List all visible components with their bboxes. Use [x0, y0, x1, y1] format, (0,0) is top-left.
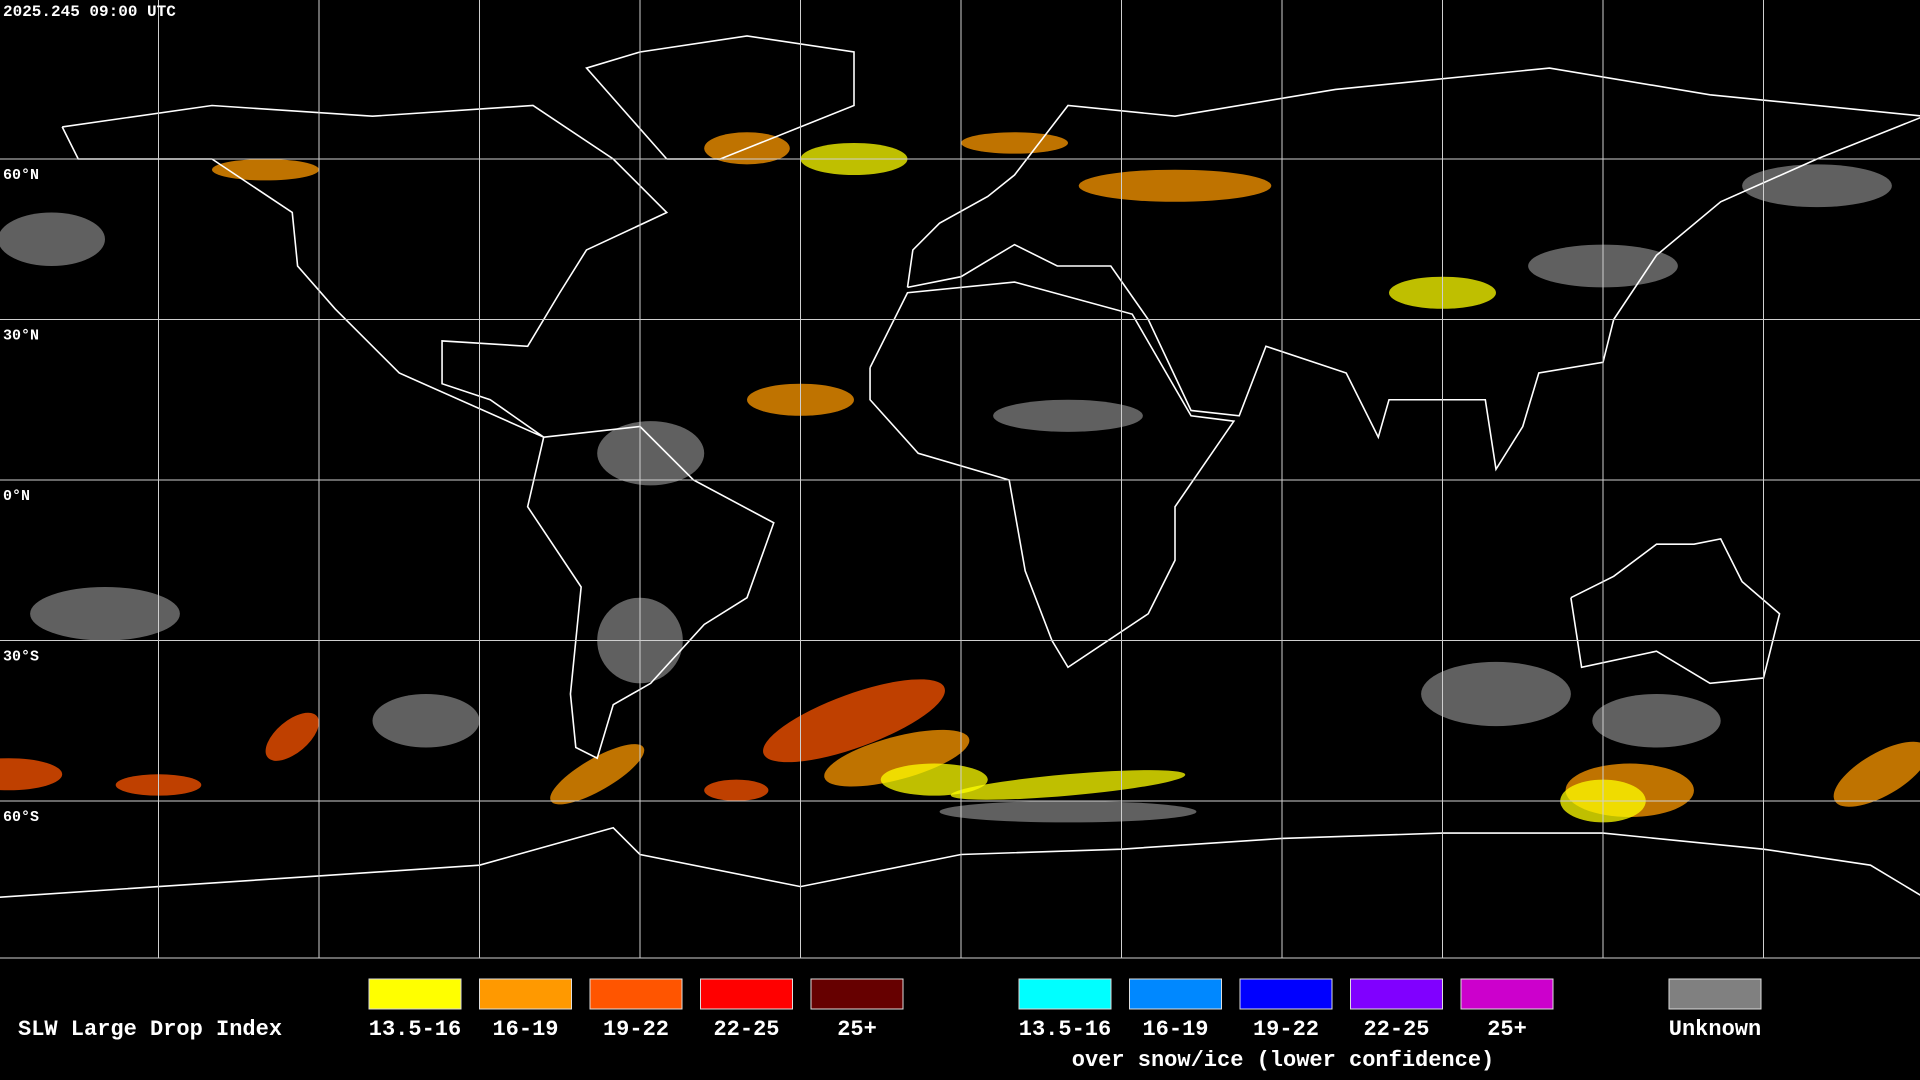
cloud-area	[1833, 741, 1920, 807]
latitude-label: 60°N	[3, 167, 39, 184]
cloud-area	[763, 679, 945, 763]
legend-swatch	[368, 978, 462, 1010]
latitude-label: 30°S	[3, 649, 39, 666]
cloud-area	[372, 694, 480, 748]
legend-label: 22-25	[713, 1017, 779, 1042]
legend-label: 13.5-16	[369, 1017, 461, 1042]
legend: SLW Large Drop Index over snow/ice (lowe…	[18, 978, 1762, 1073]
cloud-area	[1421, 661, 1571, 727]
cloud-area	[824, 729, 970, 787]
cloud-area	[1078, 169, 1272, 202]
latitude-label: 30°N	[3, 328, 39, 345]
cloud-area	[265, 712, 319, 761]
legend-label: 25+	[1487, 1017, 1527, 1042]
coastline	[1570, 537, 1781, 685]
cloud-area	[704, 779, 769, 801]
cloud-area	[961, 132, 1068, 154]
legend-label: 13.5-16	[1019, 1017, 1111, 1042]
legend-label: 19-22	[603, 1017, 669, 1042]
legend-swatch	[700, 978, 793, 1010]
cloud-area	[0, 212, 105, 266]
legend-swatch	[1129, 978, 1222, 1010]
legend-label: Unknown	[1669, 1017, 1761, 1042]
cloud-area	[1742, 164, 1892, 208]
coastline	[61, 104, 669, 438]
legend-swatch	[810, 978, 904, 1010]
cloud-area	[30, 587, 180, 641]
map: 60°N 30°N 0°N 30°S 60°S	[0, 0, 1920, 958]
legend-caption: over snow/ice (lower confidence)	[1072, 1048, 1494, 1073]
cloud-area	[597, 421, 705, 486]
timestamp: 2025.245 09:00 UTC	[3, 3, 176, 21]
cloud-area	[0, 758, 63, 791]
coastline	[906, 67, 1920, 472]
coastline	[526, 425, 775, 760]
legend-label: 16-19	[1142, 1017, 1208, 1042]
legend-label: 25+	[837, 1017, 877, 1042]
cloud-area	[1592, 694, 1721, 748]
latitude-label: 0°N	[3, 488, 30, 505]
legend-swatch	[1018, 978, 1112, 1010]
legend-title: SLW Large Drop Index	[18, 1017, 282, 1042]
cloud-area	[550, 744, 645, 805]
legend-swatch	[1239, 978, 1333, 1010]
legend-label: 16-19	[492, 1017, 558, 1042]
latitude-label: 60°S	[3, 809, 39, 826]
coastline	[869, 281, 1236, 669]
legend-label: 19-22	[1253, 1017, 1319, 1042]
legend-swatch	[1668, 978, 1762, 1010]
legend-label: 22-25	[1363, 1017, 1429, 1042]
legend-swatch	[589, 978, 683, 1010]
cloud-area	[939, 801, 1197, 823]
legend-swatch	[1350, 978, 1443, 1010]
legend-swatch	[1460, 978, 1554, 1010]
legend-swatch	[479, 978, 572, 1010]
cloud-area	[212, 159, 319, 181]
cloud-area	[950, 770, 1186, 800]
cloud-area	[993, 399, 1143, 432]
